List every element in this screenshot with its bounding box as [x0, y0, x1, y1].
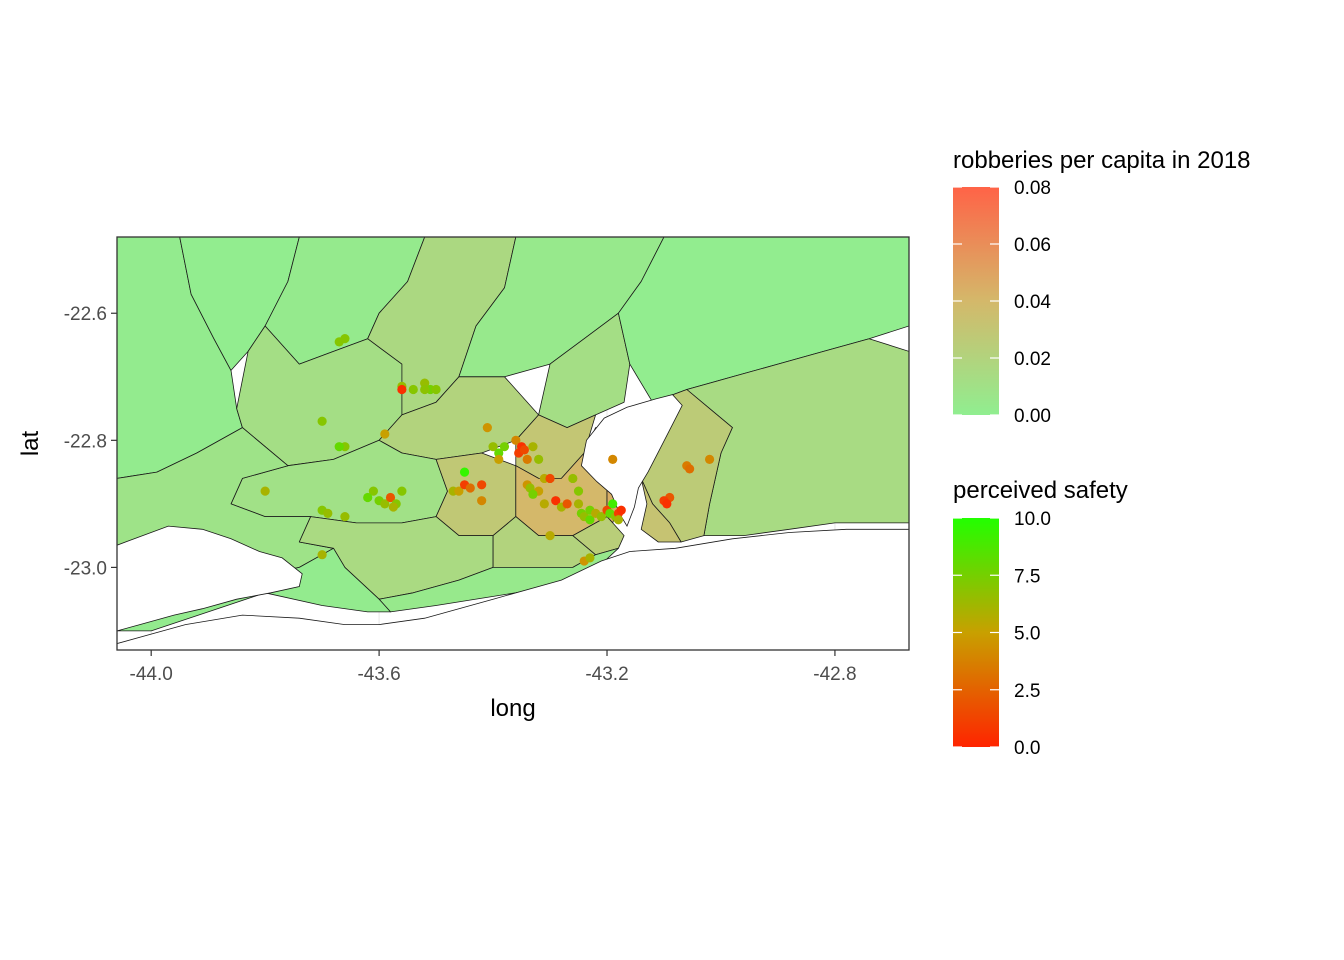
legend-label: 0.06 — [1014, 235, 1051, 256]
survey-point — [499, 442, 510, 452]
survey-point — [363, 492, 373, 503]
survey-point — [323, 508, 333, 518]
survey-point — [454, 486, 464, 496]
legend-safety-title: perceived safety — [953, 477, 1128, 504]
municipality-layer — [117, 237, 909, 632]
survey-point — [334, 442, 344, 452]
municipality-polygon — [378, 547, 619, 613]
x-tick-label: -43.6 — [357, 664, 400, 685]
survey-point — [334, 337, 344, 347]
survey-point — [585, 515, 595, 525]
municipality-polygon — [640, 477, 682, 543]
survey-point — [260, 486, 270, 496]
legend-label: 7.5 — [1014, 566, 1040, 587]
survey-point — [568, 473, 578, 484]
survey-point — [420, 378, 430, 388]
map-panel-border — [116, 236, 910, 651]
water-body — [580, 394, 683, 528]
survey-point — [482, 423, 492, 433]
survey-point — [380, 429, 390, 439]
survey-point — [573, 486, 584, 496]
y-axis-ticks: -22.6 -22.8 -23.0 — [64, 304, 117, 579]
survey-point — [596, 511, 606, 522]
survey-point — [397, 486, 407, 496]
y-axis-title: lat — [17, 431, 44, 457]
survey-point — [545, 531, 555, 541]
x-axis-title: long — [490, 695, 535, 722]
survey-point — [317, 416, 327, 426]
survey-point — [522, 454, 532, 464]
survey-point — [528, 489, 538, 499]
legend-label: 0.04 — [1014, 292, 1051, 313]
survey-point — [368, 486, 379, 496]
legend-label: 0.0 — [1014, 738, 1040, 759]
survey-point — [545, 473, 555, 484]
legend-label: 0.00 — [1014, 406, 1051, 427]
x-tick-label: -44.0 — [130, 664, 173, 685]
survey-point — [397, 384, 407, 395]
survey-point — [573, 499, 584, 509]
survey-point — [519, 445, 529, 455]
survey-point — [477, 496, 487, 506]
survey-point — [528, 442, 538, 452]
y-tick-label: -22.6 — [64, 304, 107, 325]
survey-point — [477, 480, 487, 490]
survey-point — [388, 502, 398, 512]
survey-point — [539, 499, 549, 509]
y-tick-label: -23.0 — [64, 558, 107, 579]
legend-label: 5.0 — [1014, 624, 1040, 645]
survey-point — [608, 499, 618, 509]
survey-point — [465, 483, 475, 493]
survey-point — [685, 464, 695, 474]
survey-point — [340, 511, 350, 522]
water-body — [117, 525, 303, 632]
survey-point — [616, 505, 626, 515]
legend-label: 2.5 — [1014, 681, 1040, 702]
survey-point — [551, 496, 561, 506]
survey-point — [704, 454, 715, 464]
legend-robbery: robberies per capita in 2018 0.08 0.06 0.0… — [953, 147, 1251, 427]
map-layer — [117, 237, 909, 650]
legend-safety: perceived safety 10.0 7.5 5.0 2.5 0.0 — [953, 477, 1128, 759]
x-tick-label: -43.2 — [585, 664, 628, 685]
survey-point — [408, 384, 418, 395]
survey-points-layer — [260, 334, 715, 566]
survey-point — [420, 384, 430, 395]
survey-point — [494, 454, 504, 464]
survey-point — [608, 454, 618, 464]
legend-robbery-title: robberies per capita in 2018 — [953, 147, 1251, 174]
survey-point — [317, 550, 327, 560]
legend-label: 0.08 — [1014, 178, 1051, 199]
survey-point — [380, 499, 390, 509]
water-layer — [117, 394, 909, 650]
legend-label: 0.02 — [1014, 349, 1051, 370]
survey-point — [662, 499, 672, 509]
legend-label: 10.0 — [1014, 509, 1051, 530]
survey-point — [494, 448, 504, 458]
x-axis-ticks: -44.0 -43.6 -43.2 -42.8 — [130, 650, 857, 685]
survey-point — [431, 384, 441, 395]
survey-point — [488, 442, 498, 452]
survey-point — [613, 515, 624, 525]
x-tick-label: -42.8 — [813, 664, 856, 685]
survey-point — [459, 467, 470, 477]
survey-point — [511, 435, 521, 445]
water-body — [117, 528, 909, 650]
municipality-polygon — [435, 452, 517, 536]
survey-point — [534, 454, 544, 464]
survey-point — [562, 499, 572, 509]
survey-point — [385, 492, 396, 503]
y-tick-label: -22.8 — [64, 431, 107, 452]
survey-point — [585, 553, 595, 563]
